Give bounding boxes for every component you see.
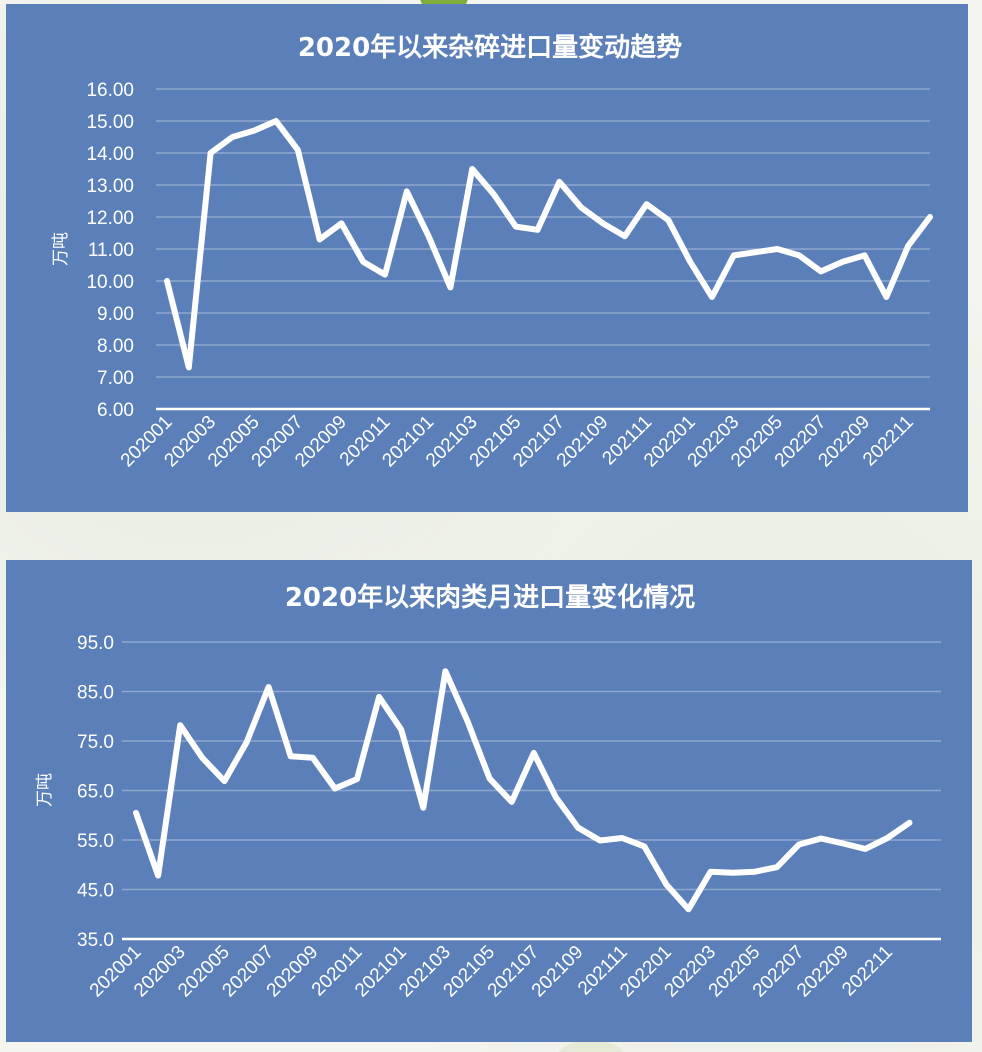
y-tick-label: 12.00 <box>86 208 134 229</box>
meat-import-chart-panel: 2020年以来肉类月进口量变化情况 万吨 35.0 45.0 55.0 65.0 75.… <box>6 560 972 1042</box>
y-tick-label: 15.00 <box>86 112 134 133</box>
y-tick-label: 45.0 <box>77 881 114 902</box>
chart-title: 2020年以来肉类月进口量变化情况 <box>285 582 695 613</box>
offal-import-chart-panel: 2020年以来杂碎进口量变动趋势 万吨 6.00 7.00 8.00 9.00 10.0… <box>6 4 968 512</box>
series-layer <box>133 668 913 913</box>
y-tick-label: 13.00 <box>86 176 134 197</box>
gridlines <box>122 641 941 941</box>
y-tick-label: 75.0 <box>77 732 114 753</box>
y-axis-ticks: 6.00 7.00 8.00 9.00 10.00 11.00 12.00 13.00 14.0… <box>86 80 134 421</box>
series-layer <box>164 118 933 371</box>
y-tick-label: 7.00 <box>97 368 134 389</box>
y-tick-label: 35.0 <box>77 930 114 951</box>
y-axis-label: 万吨 <box>35 773 55 807</box>
x-tick-label: 202211 <box>838 942 897 1001</box>
y-tick-label: 11.00 <box>88 240 134 261</box>
y-tick-label: 14.00 <box>86 144 134 165</box>
y-axis-label: 万吨 <box>51 232 71 266</box>
y-tick-label: 85.0 <box>77 683 114 704</box>
x-axis-ticks: 2020012020032020052020072020092020112021… <box>86 942 897 1002</box>
y-tick-label: 9.00 <box>97 304 134 325</box>
y-tick-label: 16.00 <box>86 80 134 101</box>
gridlines <box>156 88 930 411</box>
y-tick-label: 55.0 <box>77 831 114 852</box>
x-axis-ticks: 2020012020032020052020072020092020112021… <box>117 412 918 472</box>
y-tick-label: 95.0 <box>77 633 114 654</box>
offal-import-line-chart: 2020年以来杂碎进口量变动趋势 万吨 6.00 7.00 8.00 9.00 10.0… <box>51 32 933 472</box>
meat-import-line-chart: 2020年以来肉类月进口量变化情况 万吨 35.0 45.0 55.0 65.0 75.… <box>35 582 941 1002</box>
y-axis-ticks: 35.0 45.0 55.0 65.0 75.0 85.0 95.0 <box>77 633 114 951</box>
chart-title: 2020年以来杂碎进口量变动趋势 <box>298 32 682 63</box>
series-line <box>164 118 933 371</box>
y-tick-label: 65.0 <box>77 782 114 803</box>
series-line <box>133 668 913 913</box>
y-tick-label: 6.00 <box>97 400 134 421</box>
decorative-circle <box>556 1040 626 1052</box>
y-tick-label: 10.00 <box>86 272 134 293</box>
y-tick-label: 8.00 <box>97 336 134 357</box>
